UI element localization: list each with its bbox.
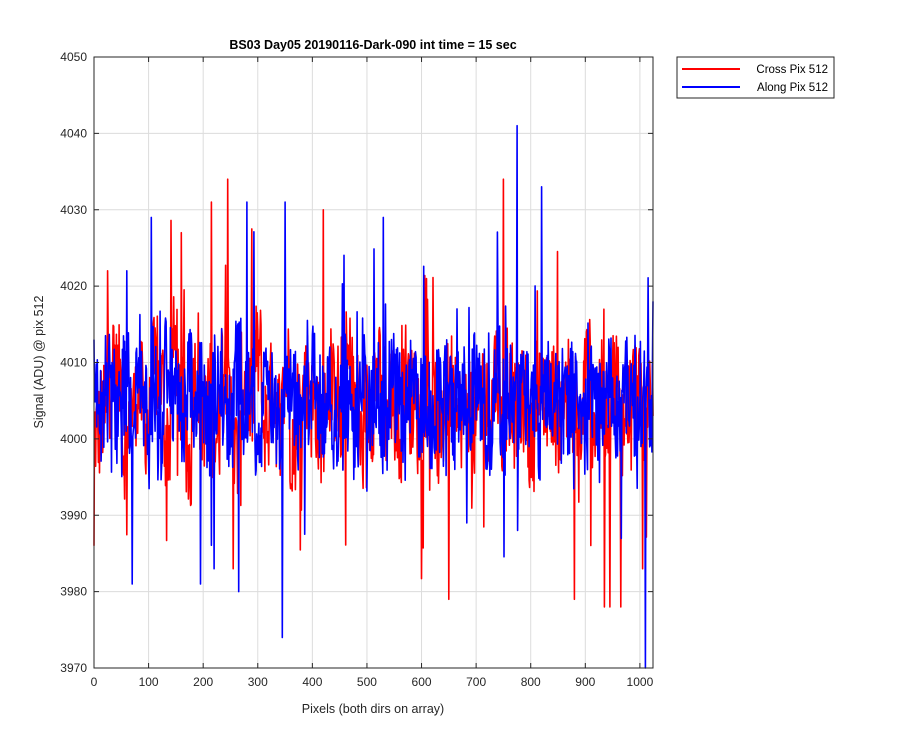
series-line-along-pix-512 [93, 124, 654, 669]
y-tick-label: 4050 [60, 50, 87, 64]
series-layer [93, 124, 654, 669]
y-tick-label: 4040 [60, 126, 87, 140]
legend-box [676, 56, 835, 99]
y-tick-label: 4020 [60, 279, 87, 293]
legend: Cross Pix 512 Along Pix 512 [676, 56, 835, 99]
x-tick-label: 800 [521, 675, 541, 689]
x-tick-label: 0 [91, 675, 98, 689]
y-axis-label: Signal (ADU) @ pix 512 [32, 296, 46, 429]
x-axis-label: Pixels (both dirs on array) [302, 702, 444, 716]
x-axis: 0 100 200 300 400 500 600 700 800 900 1000 [91, 57, 654, 689]
x-tick-label: 300 [248, 675, 268, 689]
series-line-cross-pix-512 [93, 178, 654, 608]
chart-title: BS03 Day05 20190116-Dark-090 int time = … [229, 38, 516, 52]
legend-label-along: Along Pix 512 [757, 82, 828, 94]
x-tick-label: 200 [193, 675, 213, 689]
y-tick-label: 3980 [60, 585, 87, 599]
y-tick-label: 4010 [60, 356, 87, 370]
y-tick-label: 4030 [60, 203, 87, 217]
x-tick-label: 1000 [627, 675, 654, 689]
x-tick-label: 400 [302, 675, 322, 689]
x-tick-label: 100 [139, 675, 159, 689]
x-tick-label: 900 [575, 675, 595, 689]
legend-label-cross: Cross Pix 512 [756, 64, 828, 76]
x-tick-label: 500 [357, 675, 377, 689]
x-tick-label: 600 [412, 675, 432, 689]
y-tick-label: 3990 [60, 508, 87, 522]
y-tick-label: 4000 [60, 432, 87, 446]
y-tick-label: 3970 [60, 661, 87, 675]
x-tick-label: 700 [466, 675, 486, 689]
y-axis: 3970 3980 3990 4000 4010 4020 4030 4040 4050 [60, 50, 653, 675]
